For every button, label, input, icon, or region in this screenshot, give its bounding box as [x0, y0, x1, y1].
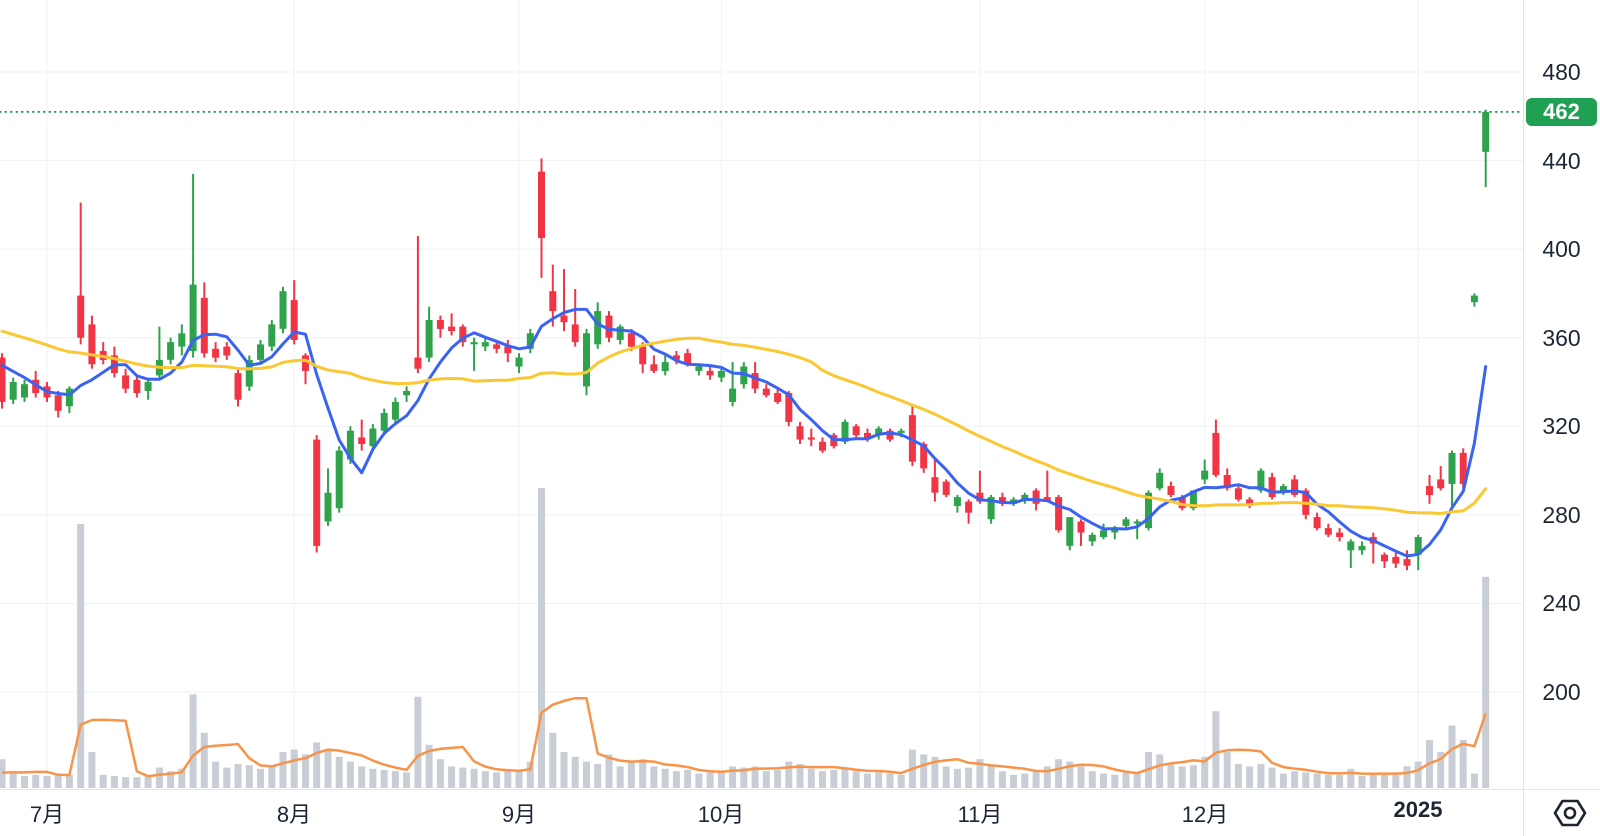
ma-short-line: [0, 307, 1488, 558]
time-axis-label: 12月: [1181, 802, 1229, 827]
price-axis-label: 320: [1542, 413, 1581, 439]
volume-layer: [0, 488, 1490, 788]
hexagon-eye-icon[interactable]: [1551, 797, 1589, 829]
axis-separator-vertical: [1523, 0, 1524, 836]
candles-layer: [0, 109, 1490, 571]
time-axis[interactable]: 7月 8月 9月 10月 11月 12月 2025: [0, 789, 1523, 836]
price-axis-label: 480: [1542, 59, 1581, 85]
time-axis-label: 8月: [276, 802, 312, 827]
price-chart[interactable]: [0, 0, 1523, 789]
current-price-badge: 462: [1526, 98, 1597, 126]
time-axis-label: 10月: [697, 802, 745, 827]
axis-separator-horizontal: [0, 789, 1600, 790]
time-axis-label: 9月: [501, 802, 537, 827]
price-axis-label: 240: [1542, 590, 1581, 616]
grid-layer: [0, 0, 1523, 789]
price-axis-label: 280: [1542, 502, 1581, 528]
price-axis-label: 400: [1542, 236, 1581, 262]
price-axis[interactable]: 480 440 400 360 320 280 240 200: [1523, 0, 1600, 789]
price-axis-label: 360: [1542, 325, 1581, 351]
time-axis-label: 7月: [29, 802, 65, 827]
price-axis-label: 200: [1542, 679, 1581, 705]
time-axis-label: 11月: [957, 802, 1003, 827]
price-axis-label: 440: [1542, 148, 1581, 174]
volume-ma-line: [1, 696, 1487, 778]
time-axis-label: 2025: [1393, 797, 1443, 822]
ma-long-line: [0, 329, 1488, 515]
